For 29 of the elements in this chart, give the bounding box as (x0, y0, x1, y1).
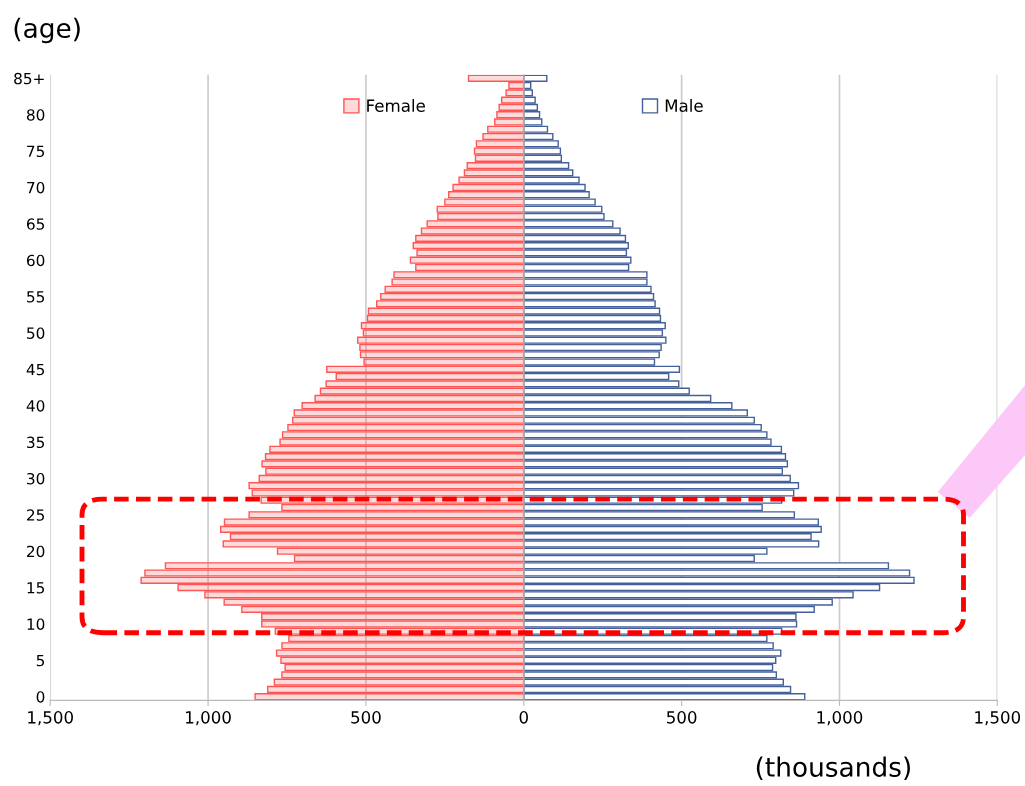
y-axis-title: (age) (14, 17, 80, 44)
y-tick-label: 30 (27, 472, 45, 485)
y-tick-label: 55 (27, 291, 45, 303)
y-tick-label: 15 (27, 582, 45, 594)
y-tick-label: 40 (26, 400, 45, 412)
legend-label: Female (367, 99, 425, 112)
x-tick-label: 1,500 (28, 711, 73, 726)
x-tick-label: 0 (519, 711, 528, 724)
y-tick-label: 10 (27, 618, 45, 630)
x-tick-label: 500 (351, 711, 381, 724)
y-tick-label: 60 (26, 254, 45, 267)
y-tick-label: 80 (26, 109, 45, 121)
y-tick-label: 5 (36, 654, 45, 667)
x-tick-label: 1,000 (817, 711, 863, 726)
y-tick-label: 85+ (14, 72, 44, 85)
x-axis-title: (thousands) (756, 756, 910, 781)
y-tick-label: 20 (27, 545, 45, 558)
y-tick-label: 75 (27, 145, 45, 158)
y-tick-label: 70 (27, 181, 45, 194)
y-tick-label: 0 (36, 691, 45, 703)
y-tick-label: 35 (27, 436, 45, 449)
y-tick-label: 45 (26, 363, 45, 376)
x-tick-label: 500 (667, 711, 697, 724)
y-tick-label: 65 (26, 218, 45, 230)
legend-label: Male (665, 99, 703, 112)
x-tick-label: 1,000 (186, 711, 231, 726)
x-tick-label: 1,500 (975, 711, 1021, 726)
y-tick-label: 50 (27, 327, 45, 339)
y-tick-label: 25 (27, 509, 45, 521)
